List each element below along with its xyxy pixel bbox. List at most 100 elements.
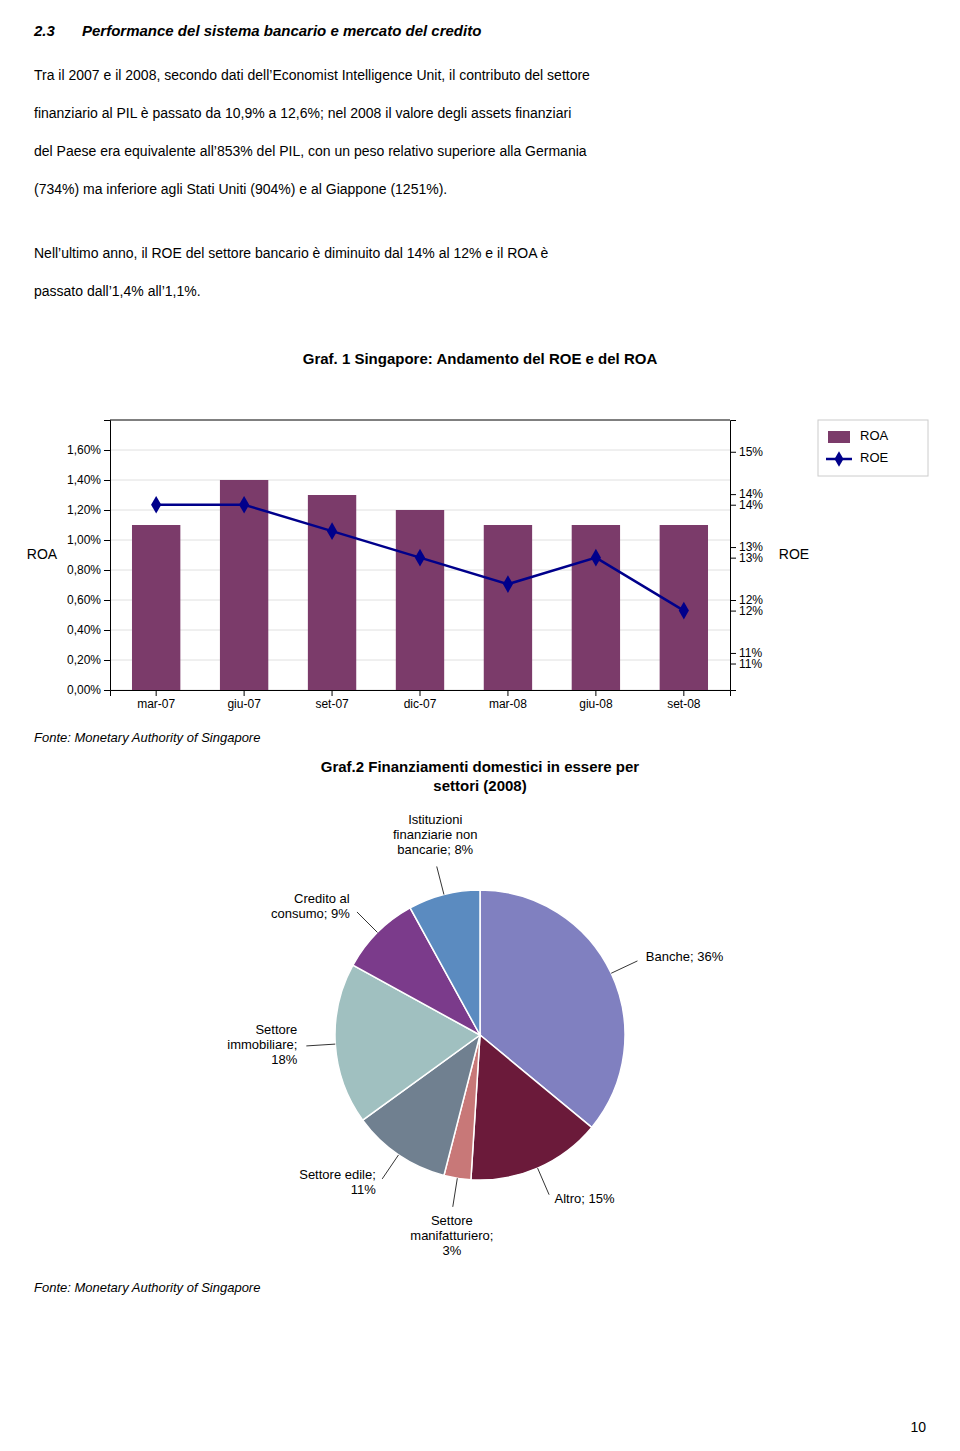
tick: 0,80% [67,563,110,577]
tick-mark [730,664,736,665]
tick-mark [730,547,736,548]
x-axis: mar-07giu-07set-07dic-07mar-08giu-08set-… [111,690,731,711]
legend-label: ROA [860,428,889,443]
tick-label: giu-07 [227,697,261,711]
tick: 15% [730,445,763,459]
leader-line [453,1178,458,1207]
axis-line [104,421,111,691]
tick: 0,40% [67,623,110,637]
data-label: Istituzionifinanziarie nonbancarie; 8% [393,813,478,858]
tick-label: dic-07 [404,697,437,711]
marker [327,522,337,540]
tick-label: mar-07 [137,697,175,711]
tick-label: 1,40% [67,473,101,487]
chart-title: Graf. 1 Singapore: Andamento del ROE e d… [303,350,658,367]
marker [151,496,161,514]
marker [415,549,425,567]
marker [591,549,601,567]
tick-mark [104,540,110,541]
legend: ROAROE [818,420,928,476]
tick: 1,20% [67,503,110,517]
tick-label: 1,00% [67,533,101,547]
tick: 0,20% [67,653,110,667]
legend-swatch [835,451,844,467]
tick-label: 15% [739,445,763,459]
tick-mark [730,600,736,601]
slice [410,890,480,1035]
page: 2.3 Performance del sistema bancario e me… [0,0,960,1451]
y2-axis-title: ROE [779,546,809,562]
source-note: Fonte: Monetary Authority of Singapore [34,1280,260,1295]
tick-label: giu-08 [579,697,613,711]
pie-chart: Graf.2 Finanziamenti domestici in essere… [227,758,723,1259]
tick: 1,00% [67,533,110,547]
leader-line [357,912,378,933]
data-label: Settore edile;11% [299,1168,376,1198]
grid-line [110,480,730,481]
tick-mark [244,690,245,696]
page-title-number: 2.3 [33,22,56,39]
tick-mark [730,505,736,506]
line [156,505,684,611]
tick-mark [104,510,110,511]
tick: 13% [730,540,763,554]
tick-mark [730,558,736,559]
tick-mark [730,653,736,654]
paragraph-line: passato dall’1,4% all’1,1%. [34,283,201,299]
tick-mark [332,690,333,696]
tick-mark [730,452,736,453]
tick-mark [683,690,684,696]
tick-label: 0,60% [67,593,101,607]
tick-mark [507,690,508,696]
tick-mark [595,690,596,696]
tick-label: 1,60% [67,443,101,457]
tick-mark [104,660,110,661]
paragraph-line: finanziario al PIL è passato da 10,9% a … [34,105,571,121]
tick: giu-07 [227,690,261,711]
tick-mark [104,450,110,451]
tick-mark [104,630,110,631]
bar [660,525,708,690]
tick-mark [730,494,736,495]
tick-mark [156,690,157,696]
tick-mark [104,600,110,601]
paragraph-line: del Paese era equivalente all’853% del P… [34,143,587,159]
legend-swatch [828,431,850,443]
tick: mar-07 [137,690,175,711]
tick-label: 14% [739,487,763,501]
marker [239,496,249,514]
tick-mark [104,690,110,691]
tick-mark [104,480,110,481]
legend-box [818,420,928,476]
grid [110,450,730,690]
leader-line [306,1044,335,1046]
leader-line [382,1155,398,1179]
tick-label: 0,00% [67,683,101,697]
y-axis-title: ROA [27,546,58,562]
bar [572,525,620,690]
page-title: Performance del sistema bancario e merca… [82,22,481,39]
bar-chart: Graf. 1 Singapore: Andamento del ROE e d… [27,350,928,711]
bar [308,495,356,690]
slices [335,890,625,1180]
paragraph-line: Tra il 2007 e il 2008, secondo dati dell… [34,67,590,83]
tick: 12% [730,593,763,607]
data-label: Credito alconsumo; 9% [271,892,350,922]
tick: 0,00% [67,683,110,697]
tick-label: 0,80% [67,563,101,577]
marker [503,575,513,593]
tick: mar-08 [489,690,527,711]
y-axis: 0,00% 0,20% 0,40% 0,60% 0,80% 1,00% 1,20% 1,40%… [67,421,111,698]
tick: set-08 [667,690,701,711]
paragraph-line: (734%) ma inferiore agli Stati Uniti (90… [34,181,447,197]
data-label: Settoremanifatturiero;3% [410,1214,493,1259]
tick-label: set-08 [667,697,701,711]
tick: 1,60% [67,443,110,457]
slice [471,1035,592,1180]
grid-line [110,450,730,451]
leader-line [437,866,444,894]
source-note: Fonte: Monetary Authority of Singapore [34,730,260,745]
tick: 11% [730,646,762,660]
bar [484,525,532,690]
page-number: 10 [910,1419,926,1435]
